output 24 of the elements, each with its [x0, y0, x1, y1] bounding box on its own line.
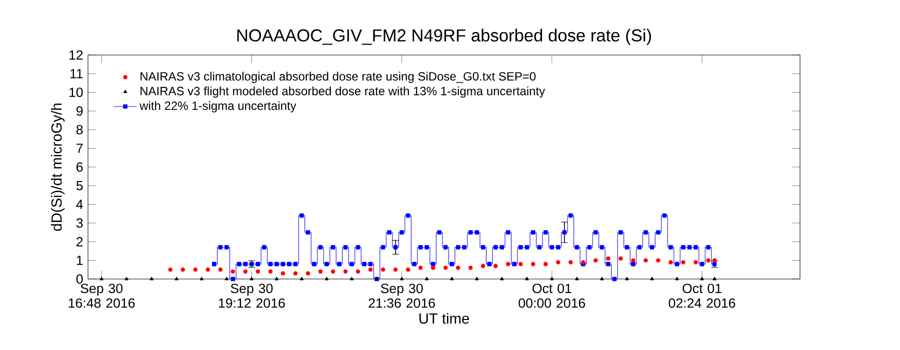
- y-tick-label: 10: [69, 88, 83, 98]
- x-tick-label: Oct 01 02:24 2016: [668, 284, 736, 308]
- legend-label: with 22% 1-sigma uncertainty: [140, 101, 296, 112]
- y-tick-label: 2: [76, 237, 83, 246]
- x-tick-label: Oct 01 00:00 2016: [518, 284, 586, 308]
- y-tick-label: 7: [76, 144, 83, 153]
- x-tick-label: Sep 30 19:12 2016: [218, 284, 285, 308]
- y-tick-label: 0: [76, 274, 83, 284]
- y-tick-label: 9: [76, 106, 83, 116]
- y-tick-label: 5: [76, 181, 83, 190]
- x-axis-title: UT time: [419, 312, 470, 324]
- y-tick-label: 11: [70, 69, 83, 78]
- legend-label: NAIRAS v3 climatological absorbed dose rate using SiDose_G0.txt SEP=0: [140, 72, 536, 83]
- y-tick-label: 1: [76, 256, 83, 265]
- y-tick-label: 4: [76, 200, 83, 209]
- y-axis-title: dD(Si)/dt microGy/h: [50, 104, 65, 231]
- y-tick-label: 12: [69, 50, 83, 60]
- y-tick-label: 8: [76, 124, 83, 134]
- y-tick-label: 3: [76, 218, 83, 228]
- legend-label: NAIRAS v3 flight modeled absorbed dose rate with 13% 1-sigma uncertainty: [140, 86, 546, 98]
- y-tick-label: 6: [76, 162, 83, 172]
- x-tick-label: Sep 30 21:36 2016: [368, 284, 435, 308]
- x-tick-label: Sep 30 16:48 2016: [68, 284, 135, 308]
- chart-title: NOAAAOC_GIV_FM2 N49RF absorbed dose rate (Si): [237, 28, 651, 45]
